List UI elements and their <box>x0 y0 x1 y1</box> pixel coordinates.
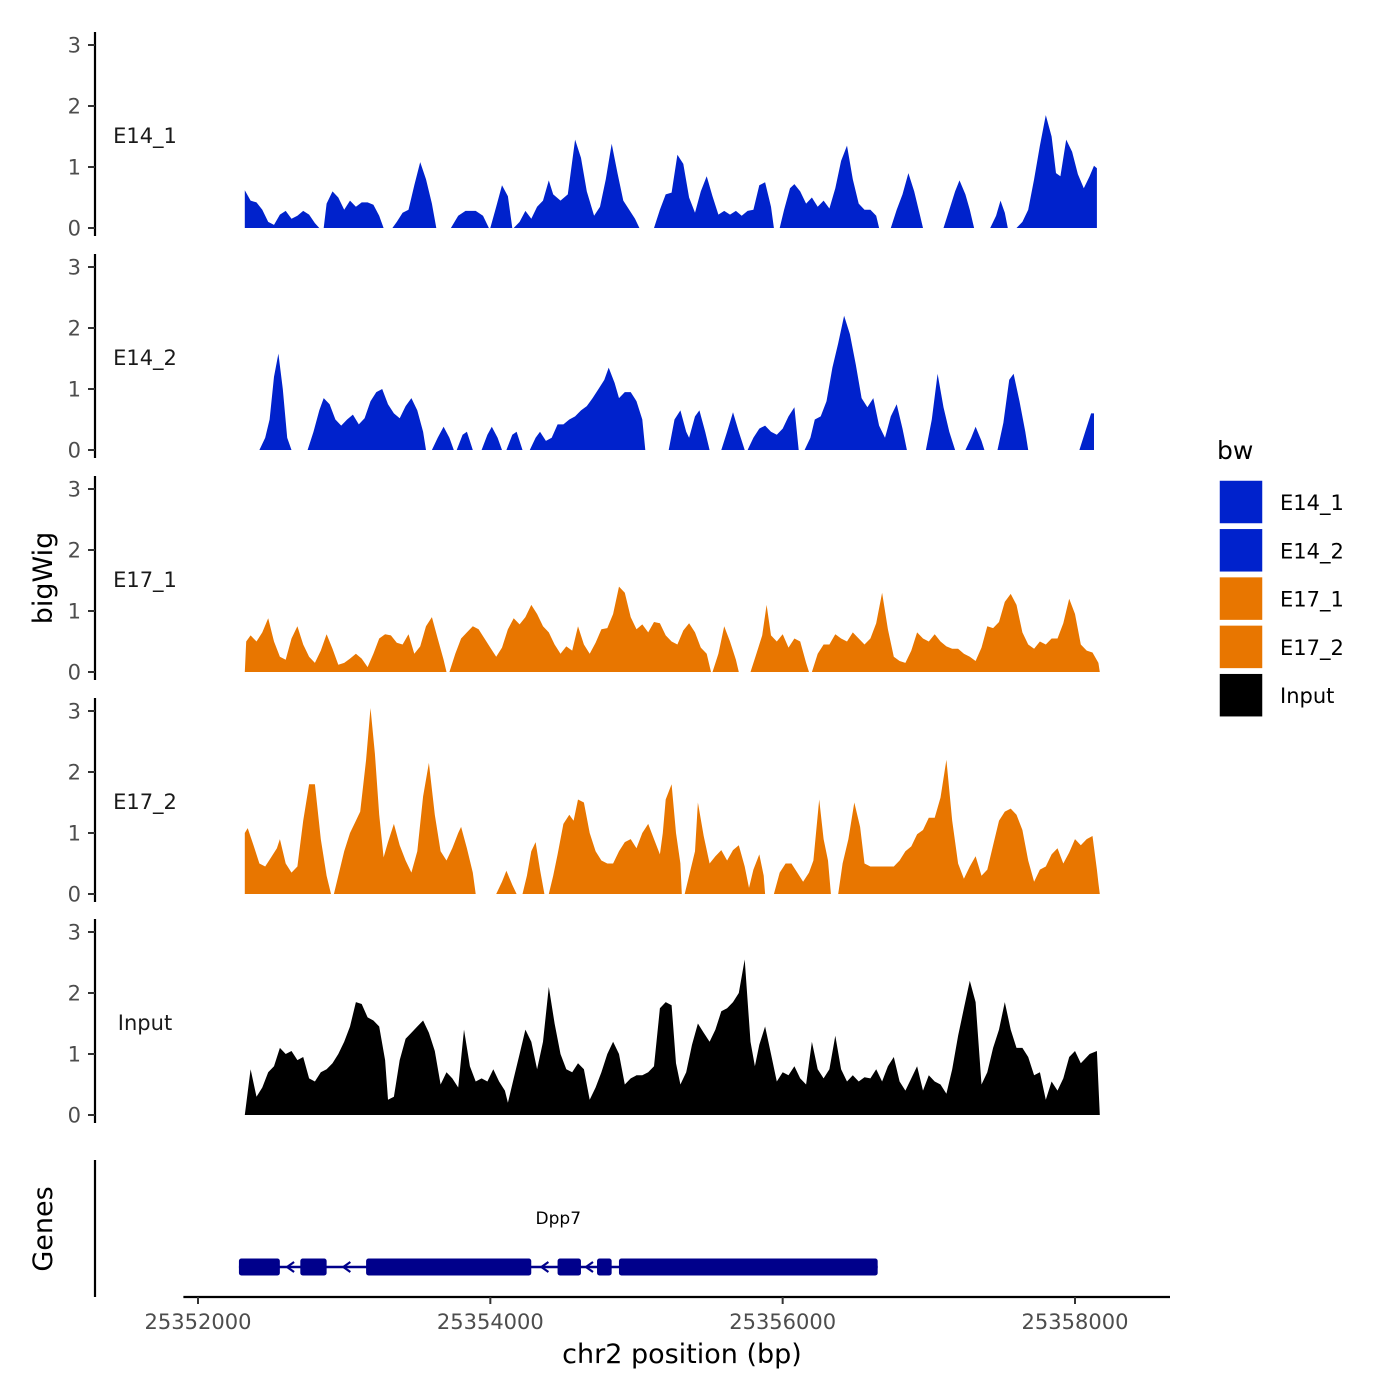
x-tick-label-25358000: 25358000 <box>1022 1310 1129 1334</box>
y-tick-label-Input-0: 0 <box>68 1104 81 1128</box>
strand-arrow-icon <box>341 1261 351 1273</box>
y-tick-label-E17_1-2: 2 <box>68 539 81 563</box>
x-axis: 25352000 25354000 25356000 25358000 <box>145 1295 1170 1334</box>
strand-arrow-icon <box>539 1261 550 1273</box>
area-E17_2 <box>244 708 1100 894</box>
y-tick-label-E14_2-2: 2 <box>68 317 81 341</box>
area-Input <box>244 959 1100 1115</box>
area-E17_1 <box>244 586 1100 672</box>
y-tick-label-E14_1-3: 3 <box>68 34 81 58</box>
y-tick-label-E14_1-0: 0 <box>68 217 81 241</box>
track-E17_1: 0 1 2 3 E17_1 <box>68 476 1100 685</box>
gene-exon-5 <box>597 1258 612 1276</box>
y-tick-label-E14_2-3: 3 <box>68 256 81 280</box>
track-E14_2: 0 1 2 3 E14_2 <box>68 254 1094 463</box>
area-E14_1 <box>244 115 1097 228</box>
gene-track: Genes Dpp7 <box>28 1160 878 1297</box>
legend-key-Input <box>1218 672 1264 718</box>
y-tick-label-E17_2-3: 3 <box>68 700 81 724</box>
gene-name-label: Dpp7 <box>536 1209 582 1229</box>
track-E17_2: 0 1 2 3 E17_2 <box>68 698 1100 907</box>
y-tick-label-Input-3: 3 <box>68 921 81 945</box>
y-tick-label-E17_1-0: 0 <box>68 661 81 685</box>
legend-label-E14_2: E14_2 <box>1280 539 1344 564</box>
legend-label-E14_1: E14_1 <box>1280 491 1344 516</box>
y-tick-label-E17_1-1: 1 <box>68 600 81 624</box>
y-tick-label-E14_1-1: 1 <box>68 156 81 180</box>
y-tick-label-E17_2-1: 1 <box>68 822 81 846</box>
track-label-E17_2: E17_2 <box>113 790 177 815</box>
strand-arrow-icon <box>285 1261 295 1273</box>
gene-exon-6 <box>618 1258 878 1276</box>
x-tick-label-25354000: 25354000 <box>437 1310 544 1334</box>
track-E14_1: 0 1 2 3 E14_1 <box>68 32 1097 241</box>
y-axis-title: bigWig <box>28 532 59 625</box>
legend-label-E17_1: E17_1 <box>1280 588 1344 613</box>
track-Input: 0 1 2 3 Input <box>68 919 1100 1128</box>
x-axis-title: chr2 position (bp) <box>562 1339 802 1370</box>
y-tick-label-Input-1: 1 <box>68 1043 81 1067</box>
y-tick-label-E17_2-2: 2 <box>68 761 81 785</box>
y-tick-label-E14_1-2: 2 <box>68 95 81 119</box>
legend-key-E14_2 <box>1218 527 1264 574</box>
legend-key-E14_1 <box>1218 479 1264 525</box>
y-tick-label-E17_2-0: 0 <box>68 883 81 907</box>
track-label-E14_2: E14_2 <box>113 346 177 371</box>
y-tick-label-E14_2-0: 0 <box>68 439 81 463</box>
x-tick-label-25352000: 25352000 <box>145 1310 252 1334</box>
x-tick-label-25356000: 25356000 <box>729 1310 836 1334</box>
gene-exon-3 <box>366 1258 532 1276</box>
track-label-Input: Input <box>118 1011 172 1035</box>
gene-track-title: Genes <box>28 1186 59 1271</box>
y-tick-label-E14_2-1: 1 <box>68 378 81 402</box>
gene-exon-2 <box>300 1258 327 1276</box>
area-E14_2 <box>259 315 1094 450</box>
gene-model-dpp7 <box>238 1258 878 1276</box>
track-panels: 0 1 2 3 E14_1 0 1 2 3 E14_2 0 1 2 3 E17_1 0 1 2 3 E17_2 0 1 2 3… <box>68 32 1100 1128</box>
y-tick-label-Input-2: 2 <box>68 982 81 1006</box>
track-label-E17_1: E17_1 <box>113 568 177 593</box>
legend-key-E17_1 <box>1218 575 1264 622</box>
legend-key-E17_2 <box>1218 624 1264 670</box>
legend-label-E17_2: E17_2 <box>1280 636 1344 661</box>
legend-title: bw <box>1217 436 1253 465</box>
legend: bw E14_1 E14_2 E17_1 E17_2 Input <box>1217 436 1344 718</box>
legend-label-Input: Input <box>1280 684 1334 708</box>
gene-exon-4 <box>557 1258 581 1276</box>
gene-exon-1 <box>238 1258 280 1276</box>
y-tick-label-E17_1-3: 3 <box>68 478 81 502</box>
track-label-E14_1: E14_1 <box>113 124 177 149</box>
strand-arrow-icon <box>584 1261 594 1273</box>
